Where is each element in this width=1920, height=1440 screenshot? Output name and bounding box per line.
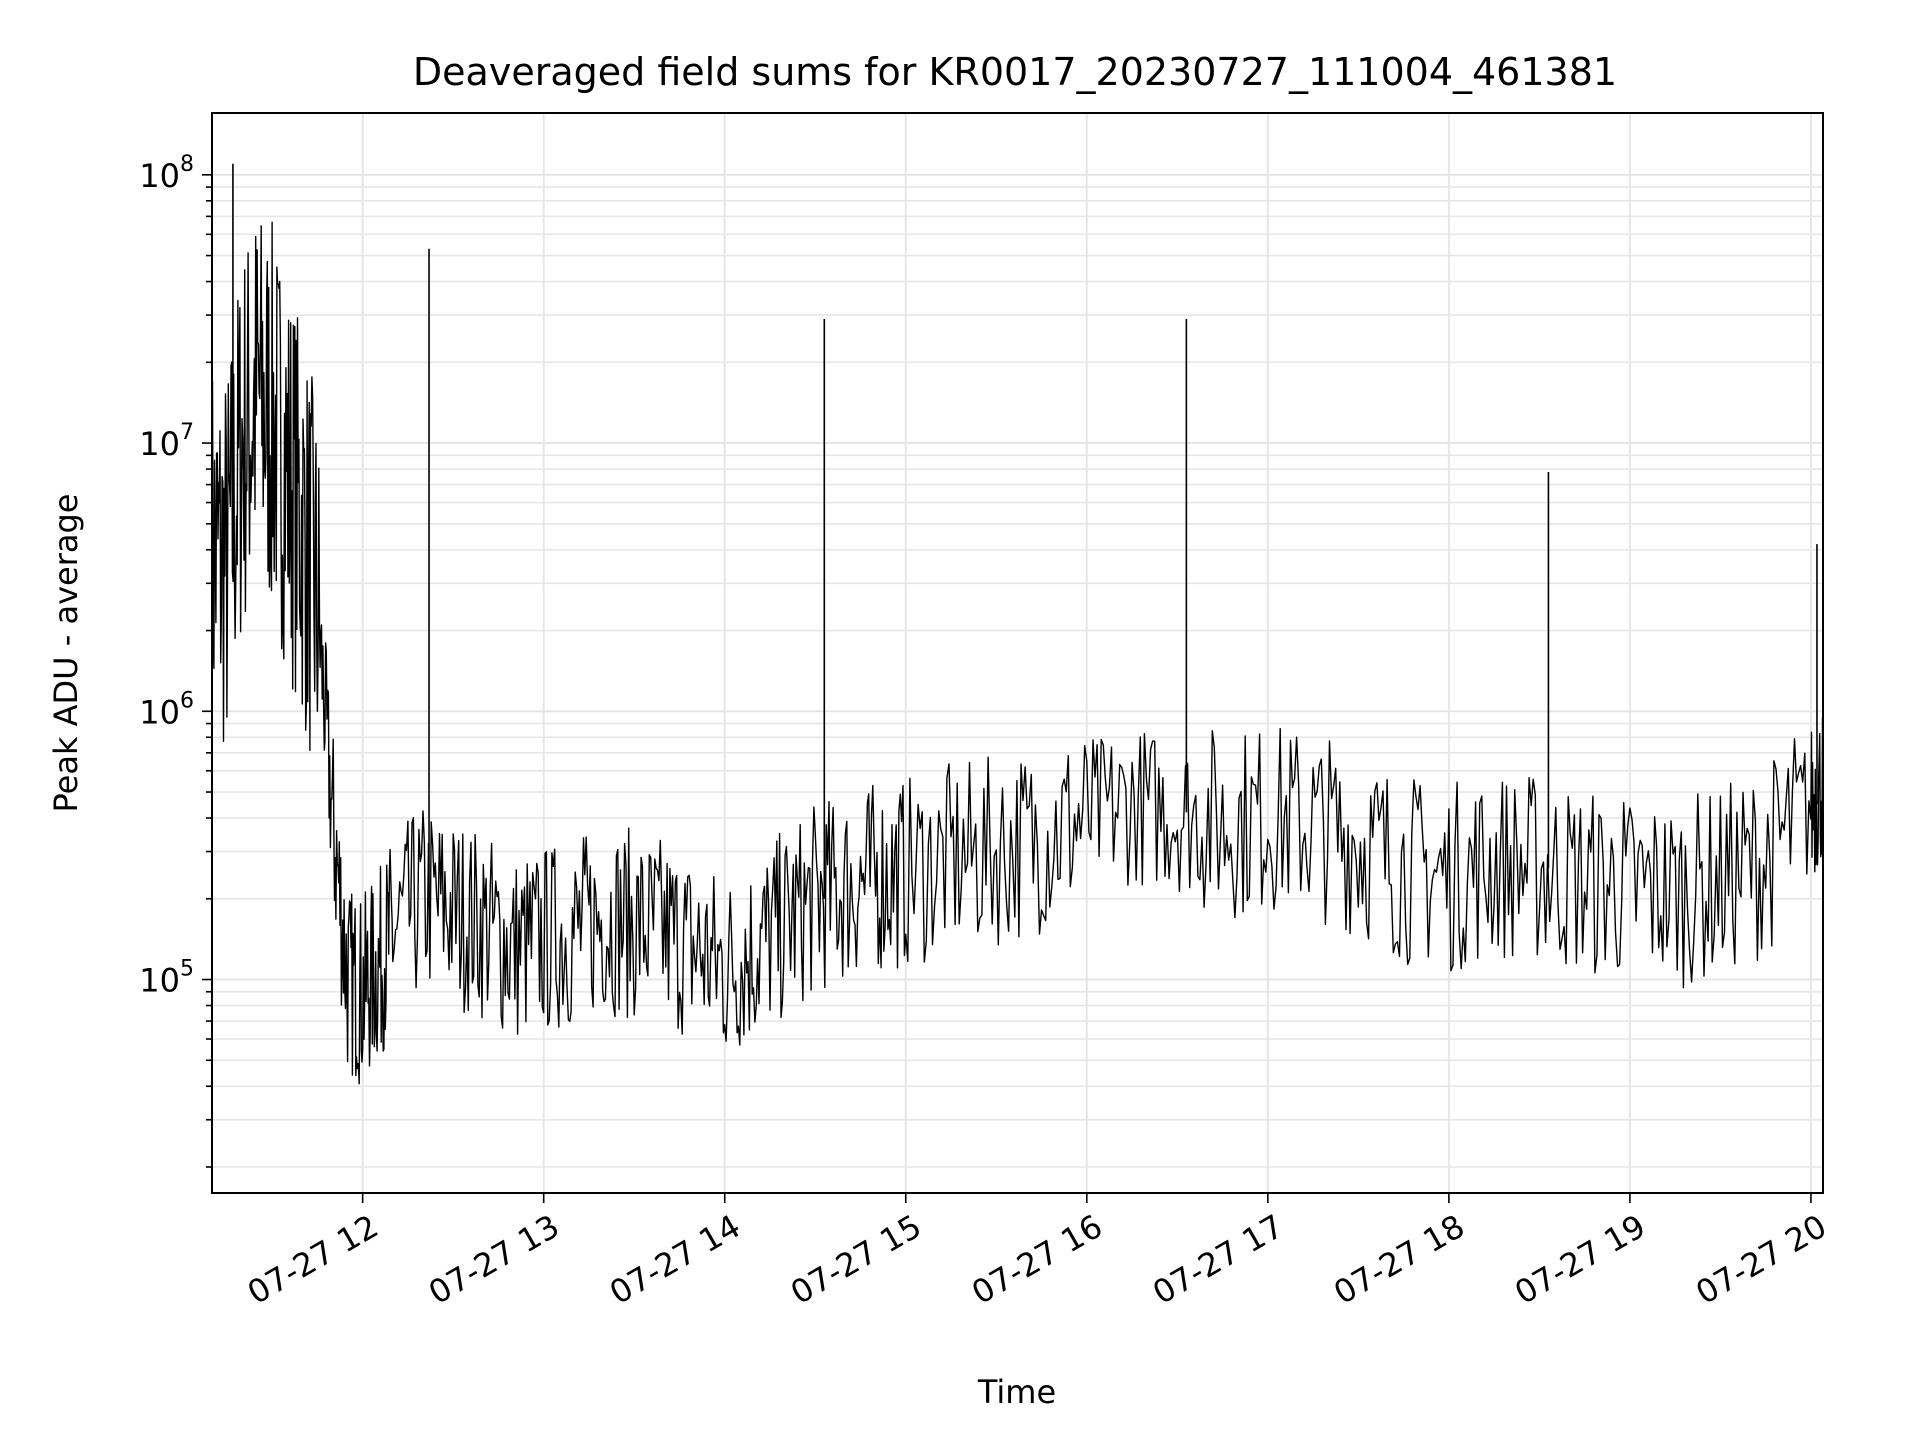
x-axis-label: Time	[977, 1373, 1056, 1411]
y-axis-label: Peak ADU - average	[47, 494, 85, 813]
grid	[212, 113, 1823, 1193]
data-series	[211, 163, 1824, 1085]
y-tick-label: 105	[139, 957, 194, 1000]
y-tick-label: 107	[139, 420, 194, 463]
chart-title: Deaveraged field sums for KR0017_2023072…	[413, 50, 1617, 94]
y-axis: 105 106 107 108	[139, 152, 212, 1168]
y-tick-label: 108	[139, 152, 194, 195]
series-line	[211, 221, 1824, 1085]
y-tick-label: 106	[139, 688, 194, 731]
plot-frame	[211, 112, 1824, 1194]
